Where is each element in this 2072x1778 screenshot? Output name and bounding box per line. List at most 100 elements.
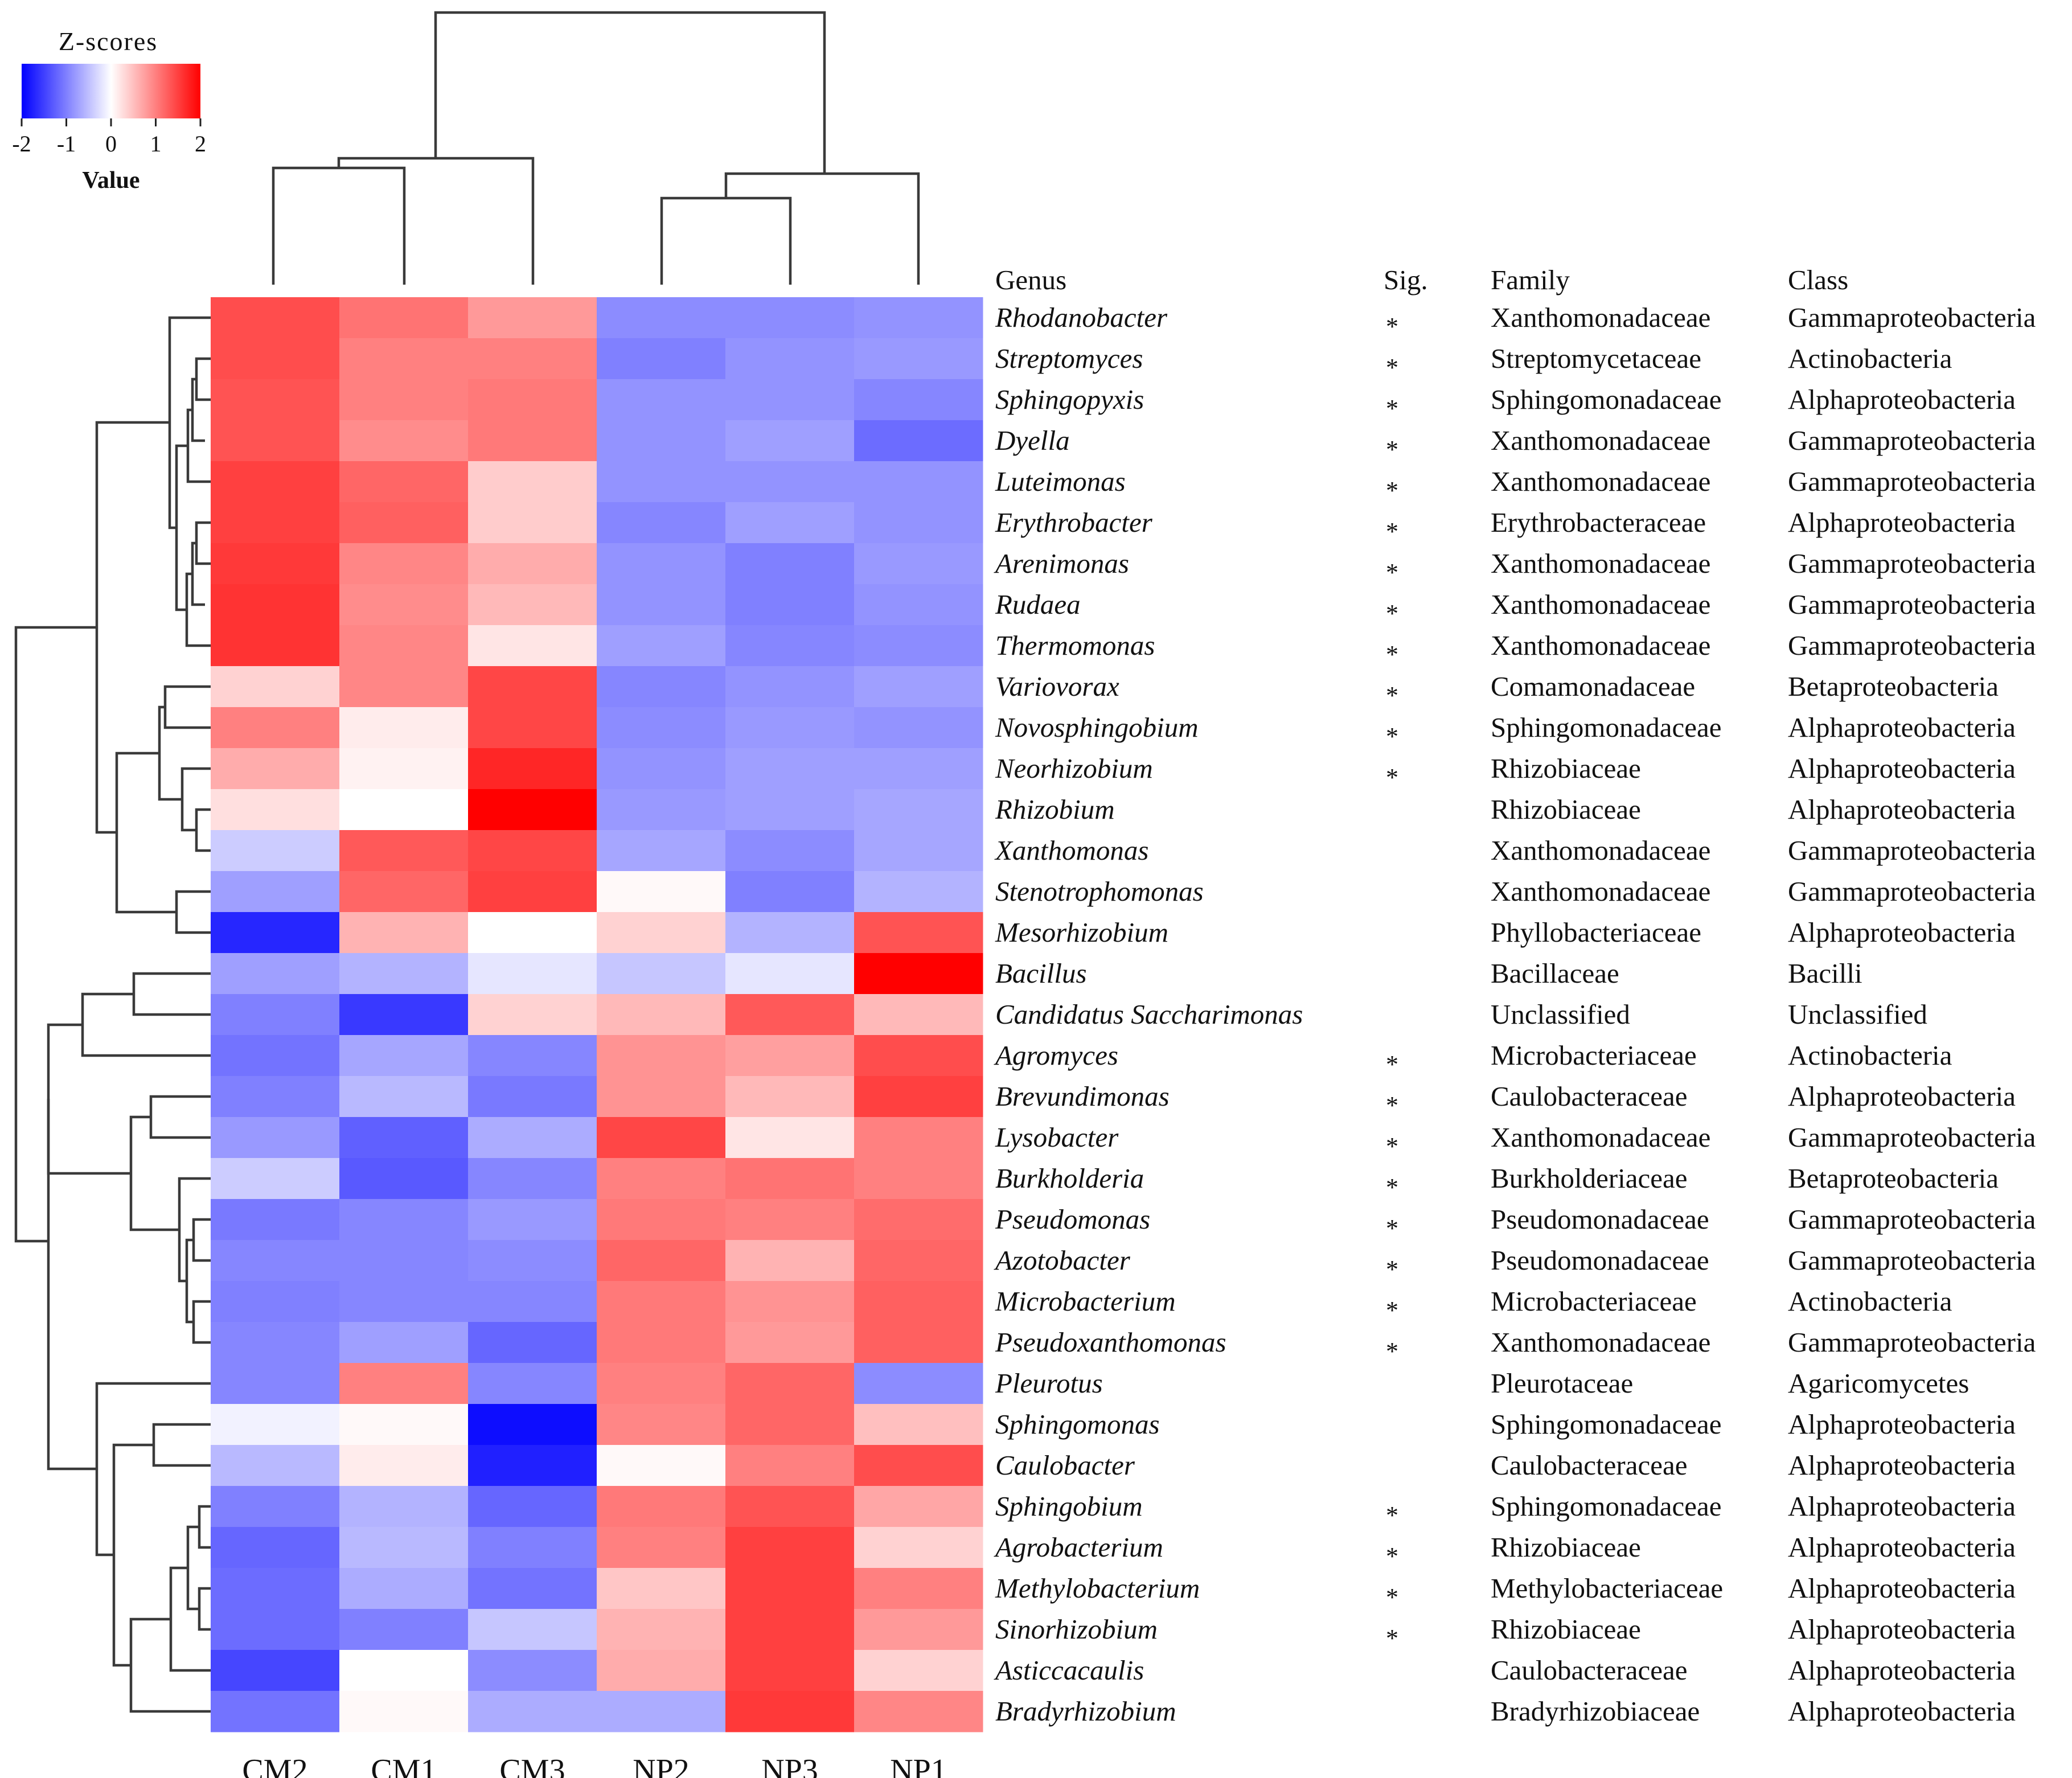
significance-marker: *	[1386, 1337, 1398, 1365]
heatmap-cell	[468, 338, 597, 380]
heatmap-cell	[597, 543, 726, 585]
genus-label: Bacillus	[995, 958, 1087, 989]
heatmap-cell	[339, 789, 469, 831]
heatmap-cell	[468, 1609, 597, 1650]
legend-color-bar	[22, 64, 200, 118]
family-label: Caulobacteraceae	[1491, 1654, 1687, 1686]
heatmap-cell	[339, 830, 469, 872]
heatmap-cell	[468, 1363, 597, 1405]
significance-marker: *	[1386, 1132, 1398, 1160]
genus-label: Rhodanobacter	[995, 302, 1168, 333]
heatmap-cell	[854, 1199, 983, 1241]
heatmap-cell	[854, 1322, 983, 1364]
heatmap-cell	[854, 1158, 983, 1200]
heatmap-cell	[725, 1240, 855, 1282]
heatmap-cell	[468, 871, 597, 913]
heatmap-cell	[854, 1527, 983, 1568]
heatmap-cell	[339, 625, 469, 667]
family-label: Rhizobiaceae	[1491, 794, 1641, 825]
column-label: CM1	[371, 1753, 436, 1778]
legend-title: Z-scores	[59, 27, 158, 56]
heatmap-cell	[211, 1650, 340, 1691]
family-label: Burkholderiaceae	[1491, 1163, 1688, 1194]
class-label: Alphaproteobacteria	[1788, 794, 2016, 825]
family-label: Erythrobacteraceae	[1491, 507, 1706, 538]
heatmap-cell	[725, 994, 855, 1036]
family-label: Bacillaceae	[1491, 958, 1619, 989]
heatmap-cell	[211, 1609, 340, 1650]
family-label: Xanthomonadaceae	[1491, 630, 1710, 661]
heatmap-cell	[597, 1650, 726, 1691]
genus-label: Microbacterium	[995, 1286, 1176, 1317]
heatmap-cell	[854, 297, 983, 339]
heatmap-cell	[597, 1404, 726, 1446]
genus-label: Rhizobium	[995, 794, 1115, 825]
heatmap-cell	[211, 912, 340, 954]
class-label: Gammaproteobacteria	[1788, 425, 2036, 456]
heatmap-cell	[468, 1199, 597, 1241]
heatmap-cell	[339, 1158, 469, 1200]
family-label: Xanthomonadaceae	[1491, 302, 1710, 333]
heatmap-cell	[725, 953, 855, 995]
heatmap-cell	[725, 1486, 855, 1527]
heatmap-cell	[468, 748, 597, 790]
genus-label: Lysobacter	[995, 1122, 1119, 1153]
heatmap-cell	[597, 1199, 726, 1241]
heatmap-cell	[339, 748, 469, 790]
heatmap-cell	[854, 1404, 983, 1446]
heatmap-cell	[854, 584, 983, 626]
heatmap-cell	[725, 1404, 855, 1446]
significance-marker: *	[1386, 1091, 1398, 1119]
heatmap-cell	[597, 1609, 726, 1650]
class-label: Actinobacteria	[1788, 1286, 1952, 1317]
heatmap-cell	[854, 338, 983, 380]
heatmap-cell	[597, 461, 726, 503]
heatmap-cell	[468, 1691, 597, 1732]
heatmap-cell	[468, 297, 597, 339]
heatmap-cell	[468, 1527, 597, 1568]
heatmap-cell	[725, 666, 855, 708]
heatmap-cell	[339, 1281, 469, 1323]
significance-marker: *	[1386, 518, 1398, 545]
class-label: Gammaproteobacteria	[1788, 876, 2036, 907]
family-label: Pseudomonadaceae	[1491, 1245, 1709, 1276]
heatmap-cell	[725, 1281, 855, 1323]
heatmap-cell	[468, 379, 597, 421]
significance-marker: *	[1386, 1624, 1398, 1652]
family-label: Phyllobacteriaceae	[1491, 917, 1701, 948]
heatmap-cell	[854, 420, 983, 462]
heatmap-cell	[211, 789, 340, 831]
family-label: Bradyrhizobiaceae	[1491, 1695, 1700, 1727]
family-label: Xanthomonadaceae	[1491, 548, 1710, 579]
heatmap-cell	[339, 912, 469, 954]
heatmap-cell	[725, 584, 855, 626]
heatmap-cell	[725, 830, 855, 872]
heatmap-cell	[854, 1240, 983, 1282]
heatmap-cell	[597, 1527, 726, 1568]
significance-marker: *	[1386, 681, 1398, 709]
heatmap-cell	[339, 1404, 469, 1446]
significance-marker: *	[1386, 559, 1398, 586]
heatmap-cell	[339, 1035, 469, 1077]
legend-tick-label: 1	[150, 131, 162, 157]
significance-marker: *	[1386, 1255, 1398, 1283]
heatmap-cell	[597, 1035, 726, 1077]
heatmap-cell	[468, 1568, 597, 1609]
heatmap-cell	[211, 502, 340, 544]
heatmap-cell	[597, 1240, 726, 1282]
legend-tick-label: -2	[12, 131, 31, 157]
genus-label: Brevundimonas	[995, 1081, 1170, 1112]
heatmap-cell	[211, 707, 340, 749]
heatmap-cell	[468, 502, 597, 544]
heatmap-cell	[211, 953, 340, 995]
column-labels: CM2 CM1 CM3 NP2 NP3 NP1	[242, 1753, 946, 1778]
class-label: Alphaproteobacteria	[1788, 1654, 2016, 1686]
heatmap-cell	[211, 338, 340, 380]
class-header: Class	[1788, 264, 1848, 295]
class-label: Alphaproteobacteria	[1788, 507, 2016, 538]
class-label: Alphaproteobacteria	[1788, 1490, 2016, 1522]
heatmap-cell	[211, 1691, 340, 1732]
heatmap-cell	[339, 502, 469, 544]
heatmap-cell	[468, 1158, 597, 1200]
heatmap-cell	[854, 1486, 983, 1527]
